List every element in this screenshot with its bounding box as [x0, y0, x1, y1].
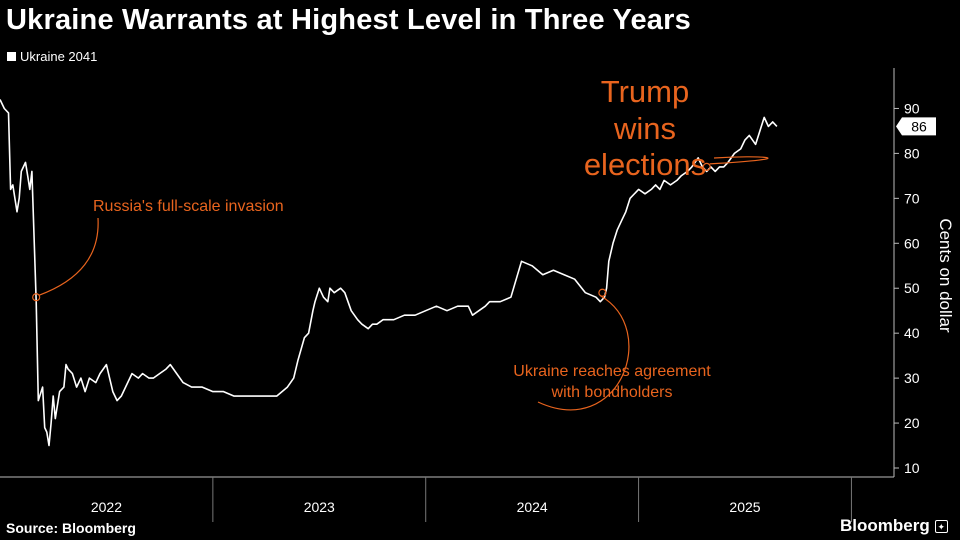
x-tick-label-2023: 2023 [304, 499, 335, 515]
annotation-marker-invasion [32, 293, 41, 302]
last-value-tag [896, 117, 936, 136]
x-tick-label-2025: 2025 [729, 499, 760, 515]
y-tick-label-20: 20 [904, 415, 920, 431]
annotation-text-invasion: Russia's full-scale invasion [93, 198, 284, 215]
y-axis-title: Cents on dollar [936, 218, 955, 333]
annotation-text-trump-0: Trump [601, 74, 689, 109]
chart-title: Ukraine Warrants at Highest Level in Thr… [6, 4, 691, 36]
brand-logo: Bloomberg ✦ [840, 516, 948, 536]
annotation-leader-agreement [537, 295, 630, 411]
annotation-leader-invasion [38, 217, 99, 296]
annotation-text-trump-2: elections [584, 147, 706, 182]
y-tick-label-80: 80 [904, 145, 920, 161]
series-line-ukraine-2041 [0, 99, 778, 447]
annotation-text-trump-1: wins [613, 111, 676, 146]
legend: Ukraine 2041 [7, 49, 97, 64]
y-tick-label-90: 90 [904, 100, 920, 116]
x-tick-label-2024: 2024 [517, 499, 548, 515]
brand-name: Bloomberg [840, 516, 930, 535]
annotation-leader-trump [709, 156, 769, 165]
y-tick-label-60: 60 [904, 235, 920, 251]
y-tick-label-30: 30 [904, 370, 920, 386]
legend-swatch-icon [7, 52, 16, 61]
brand-icon: ✦ [934, 519, 948, 533]
annotation-text-agreement-0: Ukraine reaches agreement [513, 363, 711, 380]
annotation-marker-trump [702, 162, 711, 171]
x-tick-label-2022: 2022 [91, 499, 122, 515]
y-tick-label-50: 50 [904, 280, 920, 296]
annotation-text-agreement-1: with bondholders [551, 384, 673, 401]
y-tick-label-10: 10 [904, 460, 920, 476]
y-tick-label-40: 40 [904, 325, 920, 341]
last-value-label: 86 [911, 118, 927, 134]
y-tick-label-70: 70 [904, 190, 920, 206]
source-note: Source: Bloomberg [6, 520, 136, 536]
legend-label: Ukraine 2041 [20, 49, 98, 64]
